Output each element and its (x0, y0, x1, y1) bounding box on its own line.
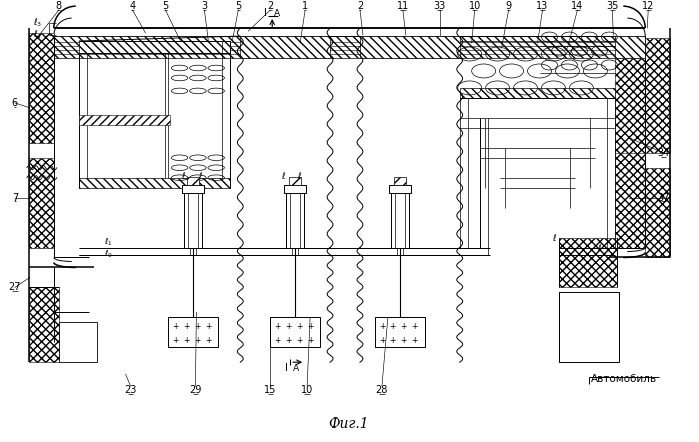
Text: 37: 37 (657, 193, 670, 202)
Text: $\ell_4$: $\ell_4$ (34, 29, 43, 41)
Bar (460, 88, 615, 98)
Text: 12: 12 (642, 1, 654, 11)
Text: 1: 1 (302, 1, 308, 11)
Text: 5: 5 (162, 1, 168, 11)
Bar (559, 237, 617, 287)
Bar (29, 158, 54, 248)
Bar (284, 185, 306, 193)
Text: 10: 10 (301, 385, 313, 395)
Bar (79, 41, 230, 53)
Text: +: + (206, 322, 212, 331)
Text: +: + (172, 322, 179, 331)
Bar (182, 185, 204, 193)
Bar (645, 168, 670, 258)
Bar (54, 36, 645, 58)
Text: +: + (183, 336, 189, 345)
Bar (59, 322, 96, 362)
Text: 11: 11 (397, 1, 409, 11)
Text: +: + (274, 336, 280, 345)
Bar (360, 36, 460, 58)
Text: 8: 8 (56, 1, 62, 11)
Bar (79, 115, 171, 126)
Text: +: + (172, 336, 179, 345)
Text: +: + (379, 322, 385, 331)
Text: $\ell$: $\ell$ (198, 170, 203, 181)
Text: +: + (296, 336, 303, 345)
Bar (187, 177, 199, 185)
Text: 34: 34 (657, 148, 670, 158)
Text: +: + (307, 322, 313, 331)
Bar (168, 317, 218, 347)
Text: +: + (206, 336, 212, 345)
Text: 14: 14 (571, 1, 584, 11)
Text: Автомобиль: Автомобиль (591, 374, 658, 384)
Bar (240, 36, 330, 58)
Bar (645, 38, 670, 153)
Text: +: + (401, 336, 407, 345)
Bar (615, 148, 645, 248)
Bar (394, 177, 406, 185)
Text: $\ell$: $\ell$ (181, 170, 186, 181)
Text: +: + (412, 322, 418, 331)
Text: $\ell_3$: $\ell_3$ (34, 17, 43, 29)
Text: 2: 2 (267, 1, 273, 11)
Bar (79, 178, 230, 188)
Text: 33: 33 (433, 1, 446, 11)
Text: $\ell$: $\ell$ (597, 242, 602, 253)
Bar (615, 36, 645, 58)
Text: +: + (296, 322, 303, 331)
Text: $\ell_1$: $\ell_1$ (104, 237, 113, 248)
Text: I: I (264, 8, 267, 18)
Text: $\ell$: $\ell$ (280, 170, 286, 181)
Text: 10: 10 (468, 1, 481, 11)
Text: 35: 35 (606, 1, 619, 11)
Text: +: + (390, 322, 396, 331)
Text: +: + (274, 322, 280, 331)
Text: +: + (285, 336, 291, 345)
Text: +: + (390, 336, 396, 345)
Text: +: + (307, 336, 313, 345)
Bar (460, 36, 615, 41)
Bar (29, 33, 54, 143)
Text: +: + (379, 336, 385, 345)
Text: +: + (412, 336, 418, 345)
Text: 28: 28 (376, 385, 388, 395)
Bar (29, 287, 59, 362)
Bar (289, 177, 301, 185)
Text: 23: 23 (124, 385, 137, 395)
Text: 2: 2 (357, 1, 363, 11)
Text: Фиг.1: Фиг.1 (329, 417, 369, 431)
Bar (559, 293, 619, 362)
Bar (615, 38, 645, 153)
Text: I: I (285, 363, 288, 373)
Text: +: + (194, 322, 201, 331)
Bar (389, 185, 411, 193)
Text: $\ell$: $\ell$ (298, 170, 303, 181)
Text: A: A (293, 364, 299, 373)
Text: $\ell_0$: $\ell_0$ (104, 249, 113, 260)
Text: 4: 4 (129, 1, 136, 11)
Text: $\ell$: $\ell$ (552, 232, 557, 243)
Text: +: + (285, 322, 291, 331)
Bar (271, 317, 320, 347)
Text: 9: 9 (505, 1, 512, 11)
Text: 15: 15 (264, 385, 276, 395)
Text: +: + (183, 322, 189, 331)
Bar (375, 317, 425, 347)
Text: +: + (401, 322, 407, 331)
Text: +: + (194, 336, 201, 345)
Text: 29: 29 (189, 385, 201, 395)
Text: 3: 3 (201, 1, 208, 11)
Text: 13: 13 (536, 1, 549, 11)
Text: 6: 6 (12, 98, 18, 108)
Text: 27: 27 (8, 282, 21, 293)
Text: A: A (274, 8, 280, 18)
Text: 7: 7 (12, 193, 18, 202)
Text: 5: 5 (235, 1, 241, 11)
